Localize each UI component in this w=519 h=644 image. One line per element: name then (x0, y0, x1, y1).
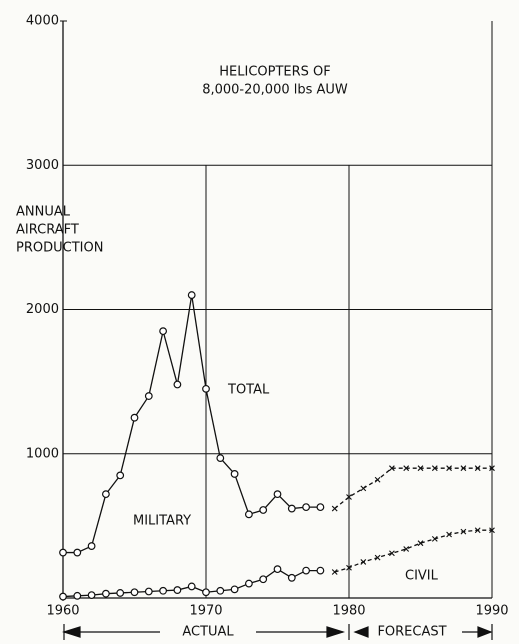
point (144, 587, 153, 596)
point (431, 465, 438, 472)
chart-title: 8,000-20,000 lbs AUW (202, 83, 348, 98)
point (403, 546, 410, 552)
point (360, 485, 367, 492)
y-tick-label: 4000 (26, 14, 59, 29)
point (460, 528, 467, 535)
point (316, 503, 325, 512)
point (116, 471, 125, 480)
point (287, 573, 296, 582)
series-line (63, 294, 321, 554)
point (216, 586, 225, 595)
point (273, 565, 282, 574)
point (159, 327, 168, 336)
point (331, 505, 338, 512)
y-tick-label: 2000 (26, 302, 59, 317)
point (187, 291, 196, 299)
point (446, 465, 452, 472)
point (173, 586, 182, 594)
point (59, 548, 67, 557)
point (389, 550, 395, 557)
point (130, 413, 139, 422)
x-tick-label: 1970 (189, 604, 222, 619)
y-axis-label: PRODUCTION (16, 241, 103, 256)
annotation: CIVIL (405, 569, 439, 584)
point (116, 589, 125, 597)
point (59, 592, 67, 601)
point (202, 384, 210, 393)
point (474, 465, 481, 472)
point (331, 569, 338, 575)
point (244, 579, 253, 588)
point (216, 454, 225, 462)
point (316, 566, 325, 575)
point (101, 589, 110, 598)
x-tick-label: 1980 (332, 604, 365, 619)
point (360, 559, 367, 565)
point (73, 548, 82, 557)
series-line (334, 467, 492, 510)
point (173, 380, 182, 389)
y-tick-label: 1000 (26, 446, 59, 461)
series-line (334, 529, 492, 573)
point (417, 540, 424, 547)
period-label: ACTUAL (182, 625, 234, 640)
point (389, 465, 395, 472)
point (403, 465, 410, 472)
point (446, 531, 452, 538)
point (87, 591, 96, 600)
y-axis-label: AIRCRAFT (16, 223, 79, 238)
period-arrows (61, 624, 493, 640)
point (417, 465, 424, 472)
point (202, 588, 210, 597)
annotation: TOTAL (227, 383, 270, 398)
point (302, 566, 311, 575)
point (287, 504, 296, 513)
point (374, 476, 381, 483)
point (273, 490, 282, 499)
point (374, 554, 381, 561)
point (187, 582, 196, 591)
point (302, 503, 311, 512)
annotation: MILITARY (133, 514, 191, 529)
point (431, 535, 438, 542)
y-tick-label: 3000 (26, 158, 59, 173)
point (159, 586, 168, 595)
point (346, 494, 352, 500)
point (230, 585, 239, 594)
point (230, 470, 239, 478)
point (144, 392, 153, 400)
point (489, 527, 495, 534)
point (346, 564, 352, 571)
y-axis-label: ANNUAL (16, 205, 71, 220)
period-label: FORECAST (377, 625, 446, 640)
point (474, 527, 481, 534)
chart-title: HELICOPTERS OF (219, 65, 331, 80)
point (87, 542, 96, 550)
x-tick-label: 1960 (46, 604, 79, 619)
point (101, 490, 110, 499)
point (244, 510, 253, 519)
point (130, 588, 139, 597)
point (259, 506, 268, 514)
point (460, 465, 467, 472)
point (259, 575, 268, 584)
x-tick-label: 1990 (475, 604, 508, 619)
point (73, 591, 82, 600)
point (489, 465, 495, 472)
